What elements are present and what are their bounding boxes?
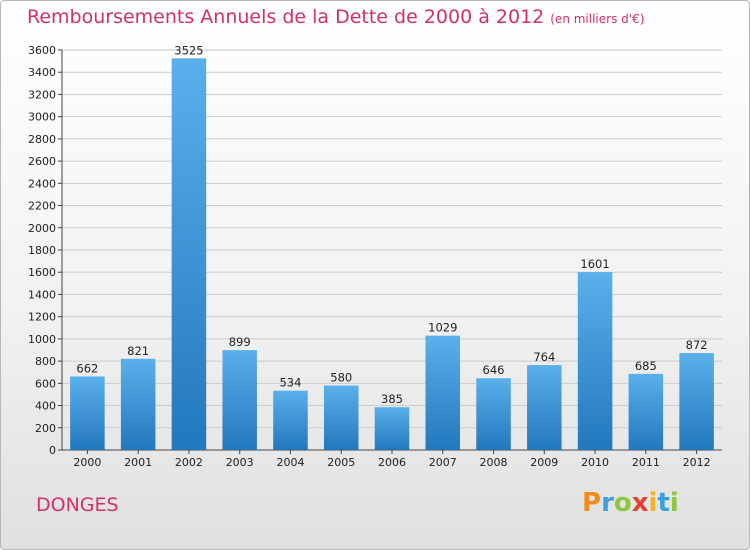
bar-2006 [374,407,410,450]
data-label-2007: 1029 [428,321,457,335]
logo-letter: i [669,488,679,518]
proxiti-logo: Proxiti [582,488,679,518]
y-tick-label: 800 [35,355,56,368]
y-tick-label: 3400 [28,66,56,79]
y-tick-label: 1600 [28,266,56,279]
y-tick-label: 400 [35,400,56,413]
data-label-2003: 899 [229,335,251,349]
bar-2012 [679,353,714,450]
logo-letter: i [648,488,658,518]
y-tick-label: 3600 [28,44,56,57]
bar-2005 [323,385,359,450]
bar-2004 [273,390,308,450]
bar-2011 [628,373,664,450]
y-tick-label: 2600 [28,155,56,168]
x-tick-label: 2005 [327,456,355,469]
x-tick-label: 2012 [683,456,711,469]
x-tick-label: 2011 [632,456,660,469]
bar-2010 [577,272,613,450]
logo-letter: x [631,488,649,518]
x-tick-label: 2000 [73,456,101,469]
data-label-2009: 764 [533,350,555,364]
data-label-2008: 646 [483,363,505,377]
y-tick-label: 1800 [28,244,56,257]
x-tick-label: 2002 [175,456,203,469]
y-tick-label: 3200 [28,88,56,101]
x-tick-label: 2001 [124,456,152,469]
y-tick-label: 1400 [28,288,56,301]
y-tick-label: 1200 [28,311,56,324]
data-labels: 662 821 3525 899 534 580 385 1029 646 764 1601 685 8… [76,43,707,406]
chart-title-text: Remboursements Annuels de la Dette de 20… [27,6,545,28]
x-tick-label: 2010 [581,456,609,469]
commune-name: DONGES [36,494,119,516]
bar-2003 [222,350,257,450]
bar-2001 [120,358,156,450]
bars [70,58,714,450]
data-label-2004: 534 [279,376,301,390]
data-label-2005: 580 [330,371,352,385]
y-tick-label: 2400 [28,177,56,190]
data-label-2012: 872 [686,338,708,352]
y-tick-label: 3000 [28,111,56,124]
data-label-2011: 685 [635,359,657,373]
y-tick-label: 2200 [28,200,56,213]
bar-2008 [476,378,511,450]
logo-letter: P [582,488,602,518]
data-label-2001: 821 [127,344,149,358]
data-label-2006: 385 [381,392,403,406]
logo-letter: r [601,488,614,518]
axes: 0 200 400 600 800 1000 1200 1400 1600 1800 2000 220… [28,44,722,469]
y-tick-label: 200 [35,422,56,435]
logo-letter: t [657,488,670,518]
x-tick-label: 2009 [530,456,558,469]
x-tick-label: 2008 [480,456,508,469]
logo-letter: o [613,488,632,518]
data-label-2002: 3525 [174,43,203,57]
y-tick-label: 2800 [28,133,56,146]
chart-title: Remboursements Annuels de la Dette de 20… [27,6,644,28]
y-tick-label: 0 [49,444,56,457]
x-tick-label: 2003 [226,456,254,469]
data-label-2000: 662 [76,361,98,375]
bar-2002 [171,58,207,450]
bar-2007 [425,335,461,450]
y-tick-label: 2000 [28,222,56,235]
y-tick-label: 1000 [28,333,56,346]
y-tick-label: 600 [35,377,56,390]
x-tick-label: 2006 [378,456,406,469]
bar-2009 [527,365,562,450]
data-label-2010: 1601 [580,257,609,271]
x-tick-label: 2004 [276,456,304,469]
bar-2000 [70,376,105,450]
grid-lines [62,49,722,451]
chart-subtitle: (en milliers d'€) [550,12,645,26]
x-tick-label: 2007 [429,456,457,469]
